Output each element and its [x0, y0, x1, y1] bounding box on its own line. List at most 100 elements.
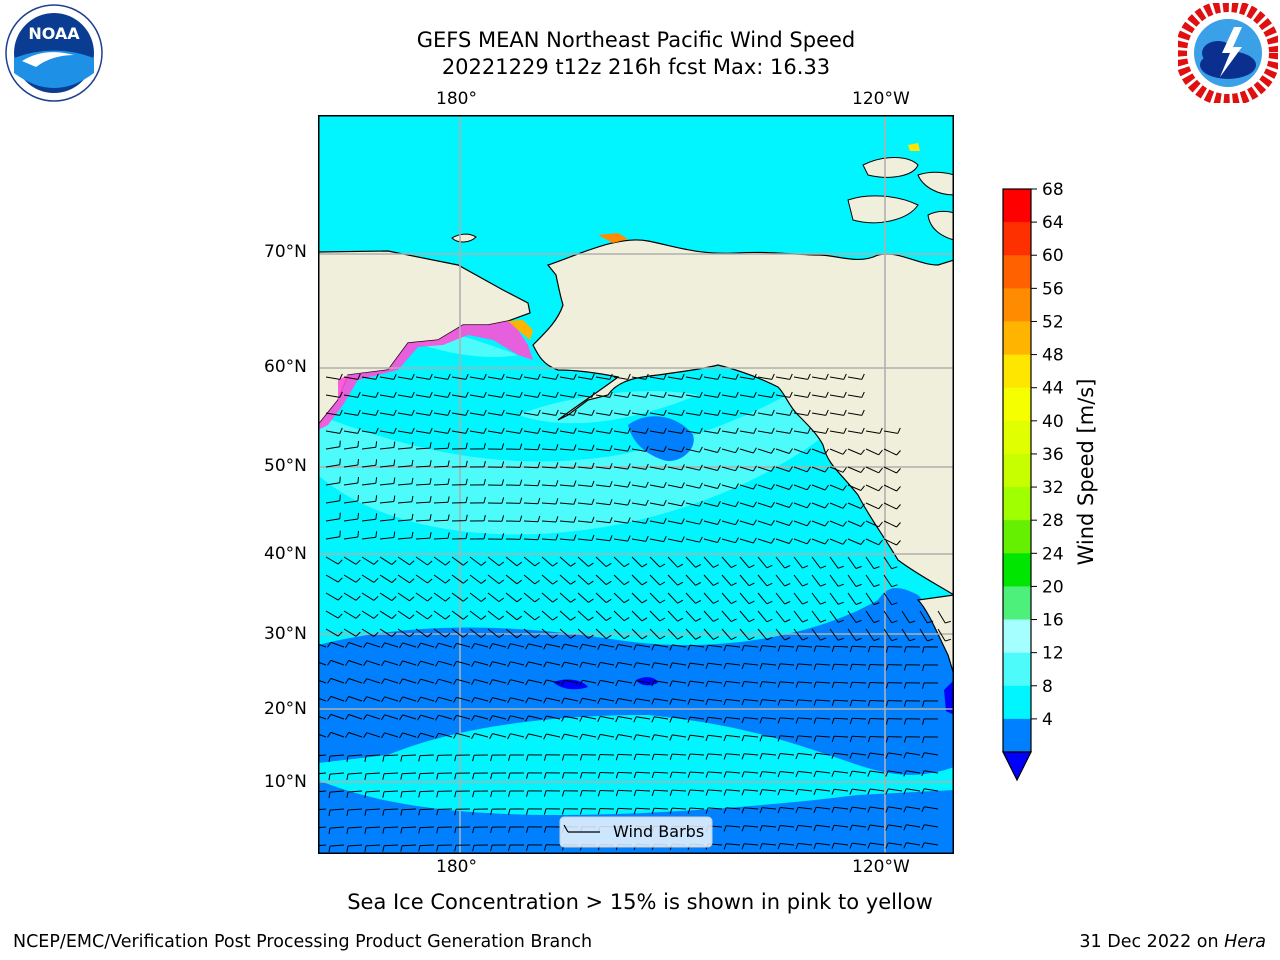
wind-barb-shaft	[451, 376, 466, 380]
wind-barb-feather	[922, 700, 925, 707]
wind-barb-feather	[579, 644, 583, 650]
wind-barb-shaft	[847, 556, 857, 569]
wind-barb-shaft	[600, 643, 615, 648]
wind-barb-feather	[345, 678, 350, 684]
wind-barb-feather	[777, 717, 781, 724]
wind-barb-shaft	[667, 628, 678, 640]
wind-barb-shaft	[361, 628, 375, 637]
wind-barb-shaft	[667, 376, 682, 380]
wind-barb-shaft	[347, 844, 363, 847]
wind-barb-feather	[400, 755, 403, 762]
wind-barb-shaft	[649, 628, 661, 640]
wind-barb-feather	[391, 596, 397, 601]
wind-barb-shaft	[703, 376, 718, 380]
wind-barb-feather	[591, 480, 595, 487]
wind-barb-feather	[483, 373, 487, 380]
wind-barb-feather	[490, 844, 493, 852]
wind-barb-shaft	[757, 520, 772, 526]
wind-barb-shaft	[739, 466, 754, 472]
wind-barb-shaft	[325, 518, 340, 522]
wind-barb-feather	[537, 409, 541, 416]
wind-barb-feather	[921, 824, 925, 831]
wind-barb-feather	[771, 391, 775, 398]
wind-barb-feather	[896, 522, 901, 528]
wind-barb-shaft	[708, 716, 723, 720]
wind-barb-feather	[633, 790, 637, 797]
wind-barb-feather	[903, 842, 907, 849]
wind-barb-shaft	[384, 642, 399, 648]
wind-barb-feather	[651, 662, 655, 669]
wind-barb-feather	[824, 466, 829, 473]
wind-barb-shaft	[721, 466, 736, 472]
wind-barb-shaft	[415, 412, 430, 416]
wind-barb-feather	[363, 678, 368, 684]
wind-barb-feather	[860, 449, 865, 455]
wind-barb-shaft	[757, 484, 772, 490]
wind-barb-feather	[921, 752, 925, 759]
wind-barb-shaft	[762, 717, 777, 720]
wind-barb-feather	[927, 638, 934, 642]
wind-barb-feather	[373, 613, 379, 619]
wind-barb-feather	[393, 373, 397, 380]
wind-barb-feather	[695, 636, 702, 640]
wind-barb-shaft	[523, 538, 539, 541]
wind-barb-shaft	[690, 680, 705, 684]
wind-barb-feather	[807, 427, 811, 434]
wind-barb-feather	[849, 736, 853, 743]
wind-barb-feather	[860, 503, 865, 509]
wind-barb-shaft	[757, 466, 772, 472]
wind-barb-feather	[573, 516, 577, 523]
wind-barb-shaft	[564, 733, 579, 738]
wind-barb-feather	[435, 732, 439, 739]
wind-barb-feather	[735, 483, 739, 489]
wind-barb-shaft	[847, 484, 862, 491]
wind-barb-shaft	[379, 447, 394, 450]
wind-barb-shaft	[348, 660, 363, 666]
wind-barb-feather	[777, 825, 781, 832]
wind-barb-feather	[519, 373, 523, 380]
wind-barb-shaft	[672, 734, 687, 738]
land-arctic-island-2	[847, 195, 919, 224]
wind-barb-feather	[825, 391, 829, 398]
wind-barb-feather	[820, 619, 827, 623]
wind-barb-shaft	[361, 430, 376, 434]
wind-barb-shaft	[924, 788, 939, 792]
wind-barb-feather	[896, 486, 901, 492]
wind-barb-feather	[730, 582, 737, 587]
wind-barb-feather	[381, 678, 386, 685]
wind-barb-feather	[375, 373, 379, 380]
wind-barb-feather	[489, 733, 493, 740]
wind-barb-shaft	[379, 519, 394, 522]
wind-barb-feather	[849, 682, 853, 689]
wind-barb-feather	[824, 448, 829, 455]
wind-barb-shaft	[689, 771, 705, 774]
wind-barb-shaft	[793, 592, 803, 605]
wind-barb-shaft	[559, 538, 574, 541]
wind-barb-shaft	[816, 770, 831, 774]
wind-barb-shaft	[924, 806, 939, 810]
wind-barb-shaft	[433, 430, 448, 434]
wind-barb-shaft	[906, 752, 921, 756]
wind-barb-shaft	[505, 556, 518, 567]
wind-barb-feather	[579, 680, 583, 686]
wind-barb-shaft	[708, 734, 723, 738]
wind-barb-feather	[381, 732, 386, 739]
wind-barb-feather	[543, 661, 547, 668]
wind-barb-feather	[627, 445, 631, 452]
wind-barb-shaft	[739, 592, 750, 605]
wind-barb-shaft	[343, 610, 357, 619]
wind-barb-feather	[741, 717, 745, 724]
wind-barb-shaft	[361, 536, 376, 540]
wind-barb-shaft	[577, 466, 592, 469]
wind-barb-shaft	[415, 430, 430, 434]
wind-barb-feather	[878, 539, 883, 546]
colorbar-tick-label: 8	[1042, 677, 1053, 697]
noaa-logo-text: NOAA	[28, 24, 80, 43]
wind-barb-shaft	[847, 448, 862, 455]
wind-barb-feather	[771, 427, 775, 434]
wind-barb-shaft	[613, 502, 628, 506]
wind-barb-feather	[806, 484, 811, 491]
wind-barb-shaft	[739, 484, 754, 490]
wind-barb-shaft	[433, 394, 448, 398]
wind-barb-feather	[627, 517, 631, 524]
